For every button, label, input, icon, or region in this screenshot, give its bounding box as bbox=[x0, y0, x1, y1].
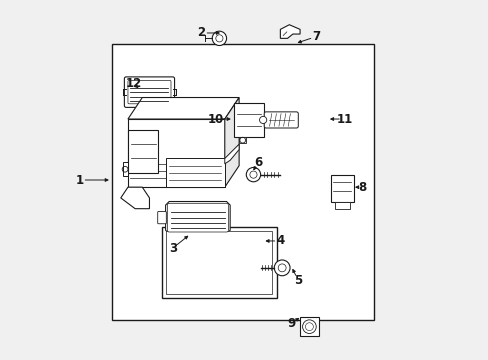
Bar bbox=[128, 119, 224, 187]
Bar bbox=[330, 175, 353, 202]
Bar bbox=[165, 158, 224, 187]
FancyBboxPatch shape bbox=[124, 77, 174, 107]
Polygon shape bbox=[280, 25, 300, 39]
FancyBboxPatch shape bbox=[128, 81, 171, 104]
FancyBboxPatch shape bbox=[167, 203, 228, 232]
Polygon shape bbox=[121, 187, 149, 209]
Bar bbox=[239, 137, 246, 143]
Text: 2: 2 bbox=[197, 27, 205, 40]
Circle shape bbox=[259, 116, 266, 123]
Bar bbox=[233, 103, 264, 137]
Text: 12: 12 bbox=[125, 77, 141, 90]
Text: 8: 8 bbox=[358, 181, 366, 194]
Text: 5: 5 bbox=[294, 274, 302, 287]
Bar bbox=[166, 231, 272, 294]
Polygon shape bbox=[128, 98, 239, 119]
Bar bbox=[162, 226, 276, 298]
Text: 7: 7 bbox=[311, 30, 320, 43]
Polygon shape bbox=[224, 144, 239, 164]
Circle shape bbox=[246, 167, 260, 182]
Polygon shape bbox=[122, 162, 128, 176]
Bar bbox=[128, 130, 158, 173]
Bar bbox=[300, 318, 318, 336]
Polygon shape bbox=[165, 202, 230, 234]
Bar bbox=[112, 44, 373, 320]
Text: 6: 6 bbox=[254, 156, 263, 168]
Polygon shape bbox=[224, 98, 239, 187]
Circle shape bbox=[212, 31, 226, 45]
FancyBboxPatch shape bbox=[264, 112, 298, 128]
Bar bbox=[334, 202, 349, 210]
Text: 1: 1 bbox=[75, 174, 83, 186]
Text: 10: 10 bbox=[207, 113, 224, 126]
Circle shape bbox=[274, 260, 289, 276]
Text: 3: 3 bbox=[168, 242, 177, 255]
Text: 9: 9 bbox=[286, 317, 295, 330]
FancyBboxPatch shape bbox=[158, 212, 166, 224]
Text: 4: 4 bbox=[276, 234, 284, 247]
Text: 11: 11 bbox=[336, 113, 352, 126]
Polygon shape bbox=[172, 234, 223, 243]
